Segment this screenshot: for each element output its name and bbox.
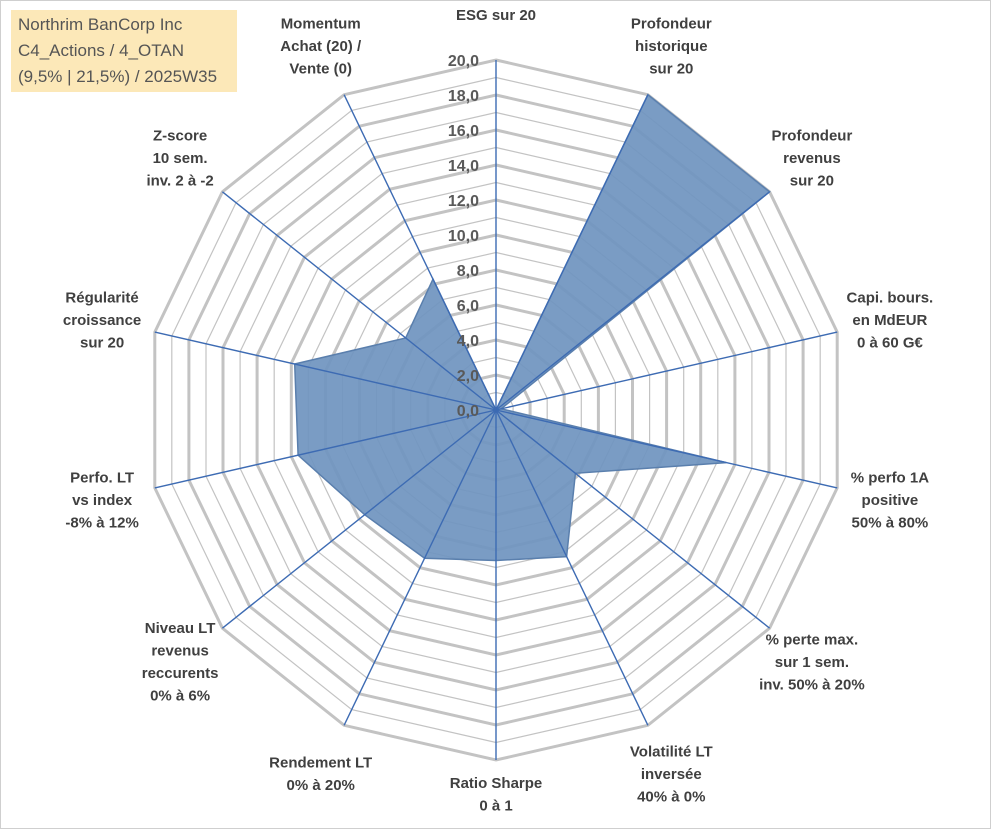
axis-label-line: 0 à 60 G€ [857, 335, 924, 352]
axis-label: Note ESG sur 20 [456, 0, 536, 24]
axis-label-line: 0 à 1 [479, 798, 512, 815]
company-name: Northrim BanCorp Inc [18, 15, 183, 34]
axis-label-line: % perfo 1A [851, 469, 930, 486]
axis-label: Niveau LT revenus reccurents 0% à 6% [142, 620, 219, 705]
tick-label: 20,0 [448, 53, 479, 70]
axis-label-line: Régularité [65, 290, 138, 307]
axis-label-line: sur 1 sem. [775, 654, 849, 671]
axis-spoke [154, 409, 497, 489]
axis-label-line: sur 20 [649, 61, 693, 78]
axis-label-line: historique [635, 38, 708, 55]
axis-label-line: inv. 50% à 20% [759, 676, 865, 693]
axis-spoke [221, 191, 497, 411]
tick-label: 10,0 [448, 228, 479, 245]
portfolio-category: C4_Actions / 4_OTAN [18, 41, 184, 60]
axis-label-line: Ratio Sharpe [450, 775, 543, 792]
axis-label-line: positive [862, 492, 919, 509]
axis-label-line: % perte max. [766, 631, 859, 648]
axis-label-line: Niveau LT [145, 620, 216, 637]
axis-spoke [495, 94, 649, 411]
tick-label: 4,0 [457, 333, 479, 350]
axis-label: Momentum Achat (20) / Vente (0) [280, 16, 362, 78]
axis-label-line: 50% à 80% [852, 514, 929, 531]
axis-spoke [495, 331, 838, 411]
axis-spoke [495, 409, 838, 489]
axis-label: % perfo 1A positive 50% à 80% [851, 469, 930, 531]
axis-label: Profondeur historique sur 20 [631, 16, 712, 78]
axis-label-line: 0% à 20% [287, 777, 355, 794]
tick-label: 0,0 [457, 403, 479, 420]
tick-label: 12,0 [448, 193, 479, 210]
axis-spoke [495, 409, 771, 629]
axis-spoke [221, 409, 497, 629]
axis-label: Z-score 10 sem. inv. 2 à -2 [146, 128, 213, 190]
tick-label: 2,0 [457, 368, 479, 385]
axis-label-line: Rendement LT [269, 755, 372, 772]
axis-label: Rendement LT 0% à 20% [269, 755, 372, 795]
tick-label: 14,0 [448, 158, 479, 175]
axis-label-line: reccurents [142, 665, 219, 682]
axis-spoke [343, 409, 497, 726]
axis-label-line: Momentum [281, 16, 361, 33]
axis-label-line: Capi. bours. [847, 290, 934, 307]
axis-label-line: Vente (0) [289, 61, 352, 78]
axis-spoke [495, 191, 771, 411]
tick-label: 6,0 [457, 298, 479, 315]
axis-label: Profondeur revenus sur 20 [771, 128, 852, 190]
axis-label: Volatilité LT inversée 40% à 0% [630, 744, 713, 806]
radial-tick-labels: 0,0 2,0 4,0 6,0 8,0 10,0 12,0 14,0 16,0 18,0 20,0 [448, 53, 479, 420]
axis-spoke [154, 331, 497, 411]
axis-label-line: sur 20 [790, 173, 834, 190]
tick-label: 16,0 [448, 123, 479, 140]
axis-label-line: en MdEUR [852, 312, 927, 329]
axis-label-line: ESG sur 20 [456, 7, 536, 24]
radar-spokes [154, 60, 838, 760]
axis-label-line: 10 sem. [153, 150, 208, 167]
axis-label-line: sur 20 [80, 335, 124, 352]
axis-label-line: 40% à 0% [637, 789, 705, 806]
axis-label: Perfo. LT vs index -8% à 12% [65, 469, 138, 531]
axis-label: Ratio Sharpe 0 à 1 [450, 775, 543, 815]
axis-spoke [495, 409, 649, 726]
axis-label: Capi. bours. en MdEUR 0 à 60 G€ [847, 290, 934, 352]
tick-label: 18,0 [448, 88, 479, 105]
axis-label-line: revenus [151, 643, 209, 660]
axis-label-line: Perfo. LT [70, 469, 134, 486]
axis-label-line: Achat (20) / [280, 38, 362, 55]
axis-label-line: Volatilité LT [630, 744, 713, 761]
axis-label-line: croissance [63, 312, 141, 329]
axis-label-line: Note [479, 0, 512, 2]
tick-label: 8,0 [457, 263, 479, 280]
axis-labels: Note ESG sur 20 Profondeur historique sur 20… [63, 0, 933, 815]
axis-label-line: inversée [641, 766, 702, 783]
axis-label-line: revenus [783, 150, 841, 167]
chart-title-box: Northrim BanCorp Inc C4_Actions / 4_OTAN… [11, 10, 237, 92]
axis-label-line: 0% à 6% [150, 688, 210, 705]
axis-label-line: Z-score [153, 128, 207, 145]
period-info: (9,5% | 21,5%) / 2025W35 [18, 67, 218, 86]
axis-label-line: vs index [72, 492, 133, 509]
axis-label: % perte max. sur 1 sem. inv. 50% à 20% [759, 631, 865, 693]
axis-label-line: Profondeur [631, 16, 712, 33]
axis-label-line: inv. 2 à -2 [146, 173, 213, 190]
axis-label-line: Profondeur [771, 128, 852, 145]
axis-spoke [343, 94, 497, 411]
axis-label-line: -8% à 12% [65, 514, 138, 531]
axis-label: Régularité croissance sur 20 [63, 290, 141, 352]
